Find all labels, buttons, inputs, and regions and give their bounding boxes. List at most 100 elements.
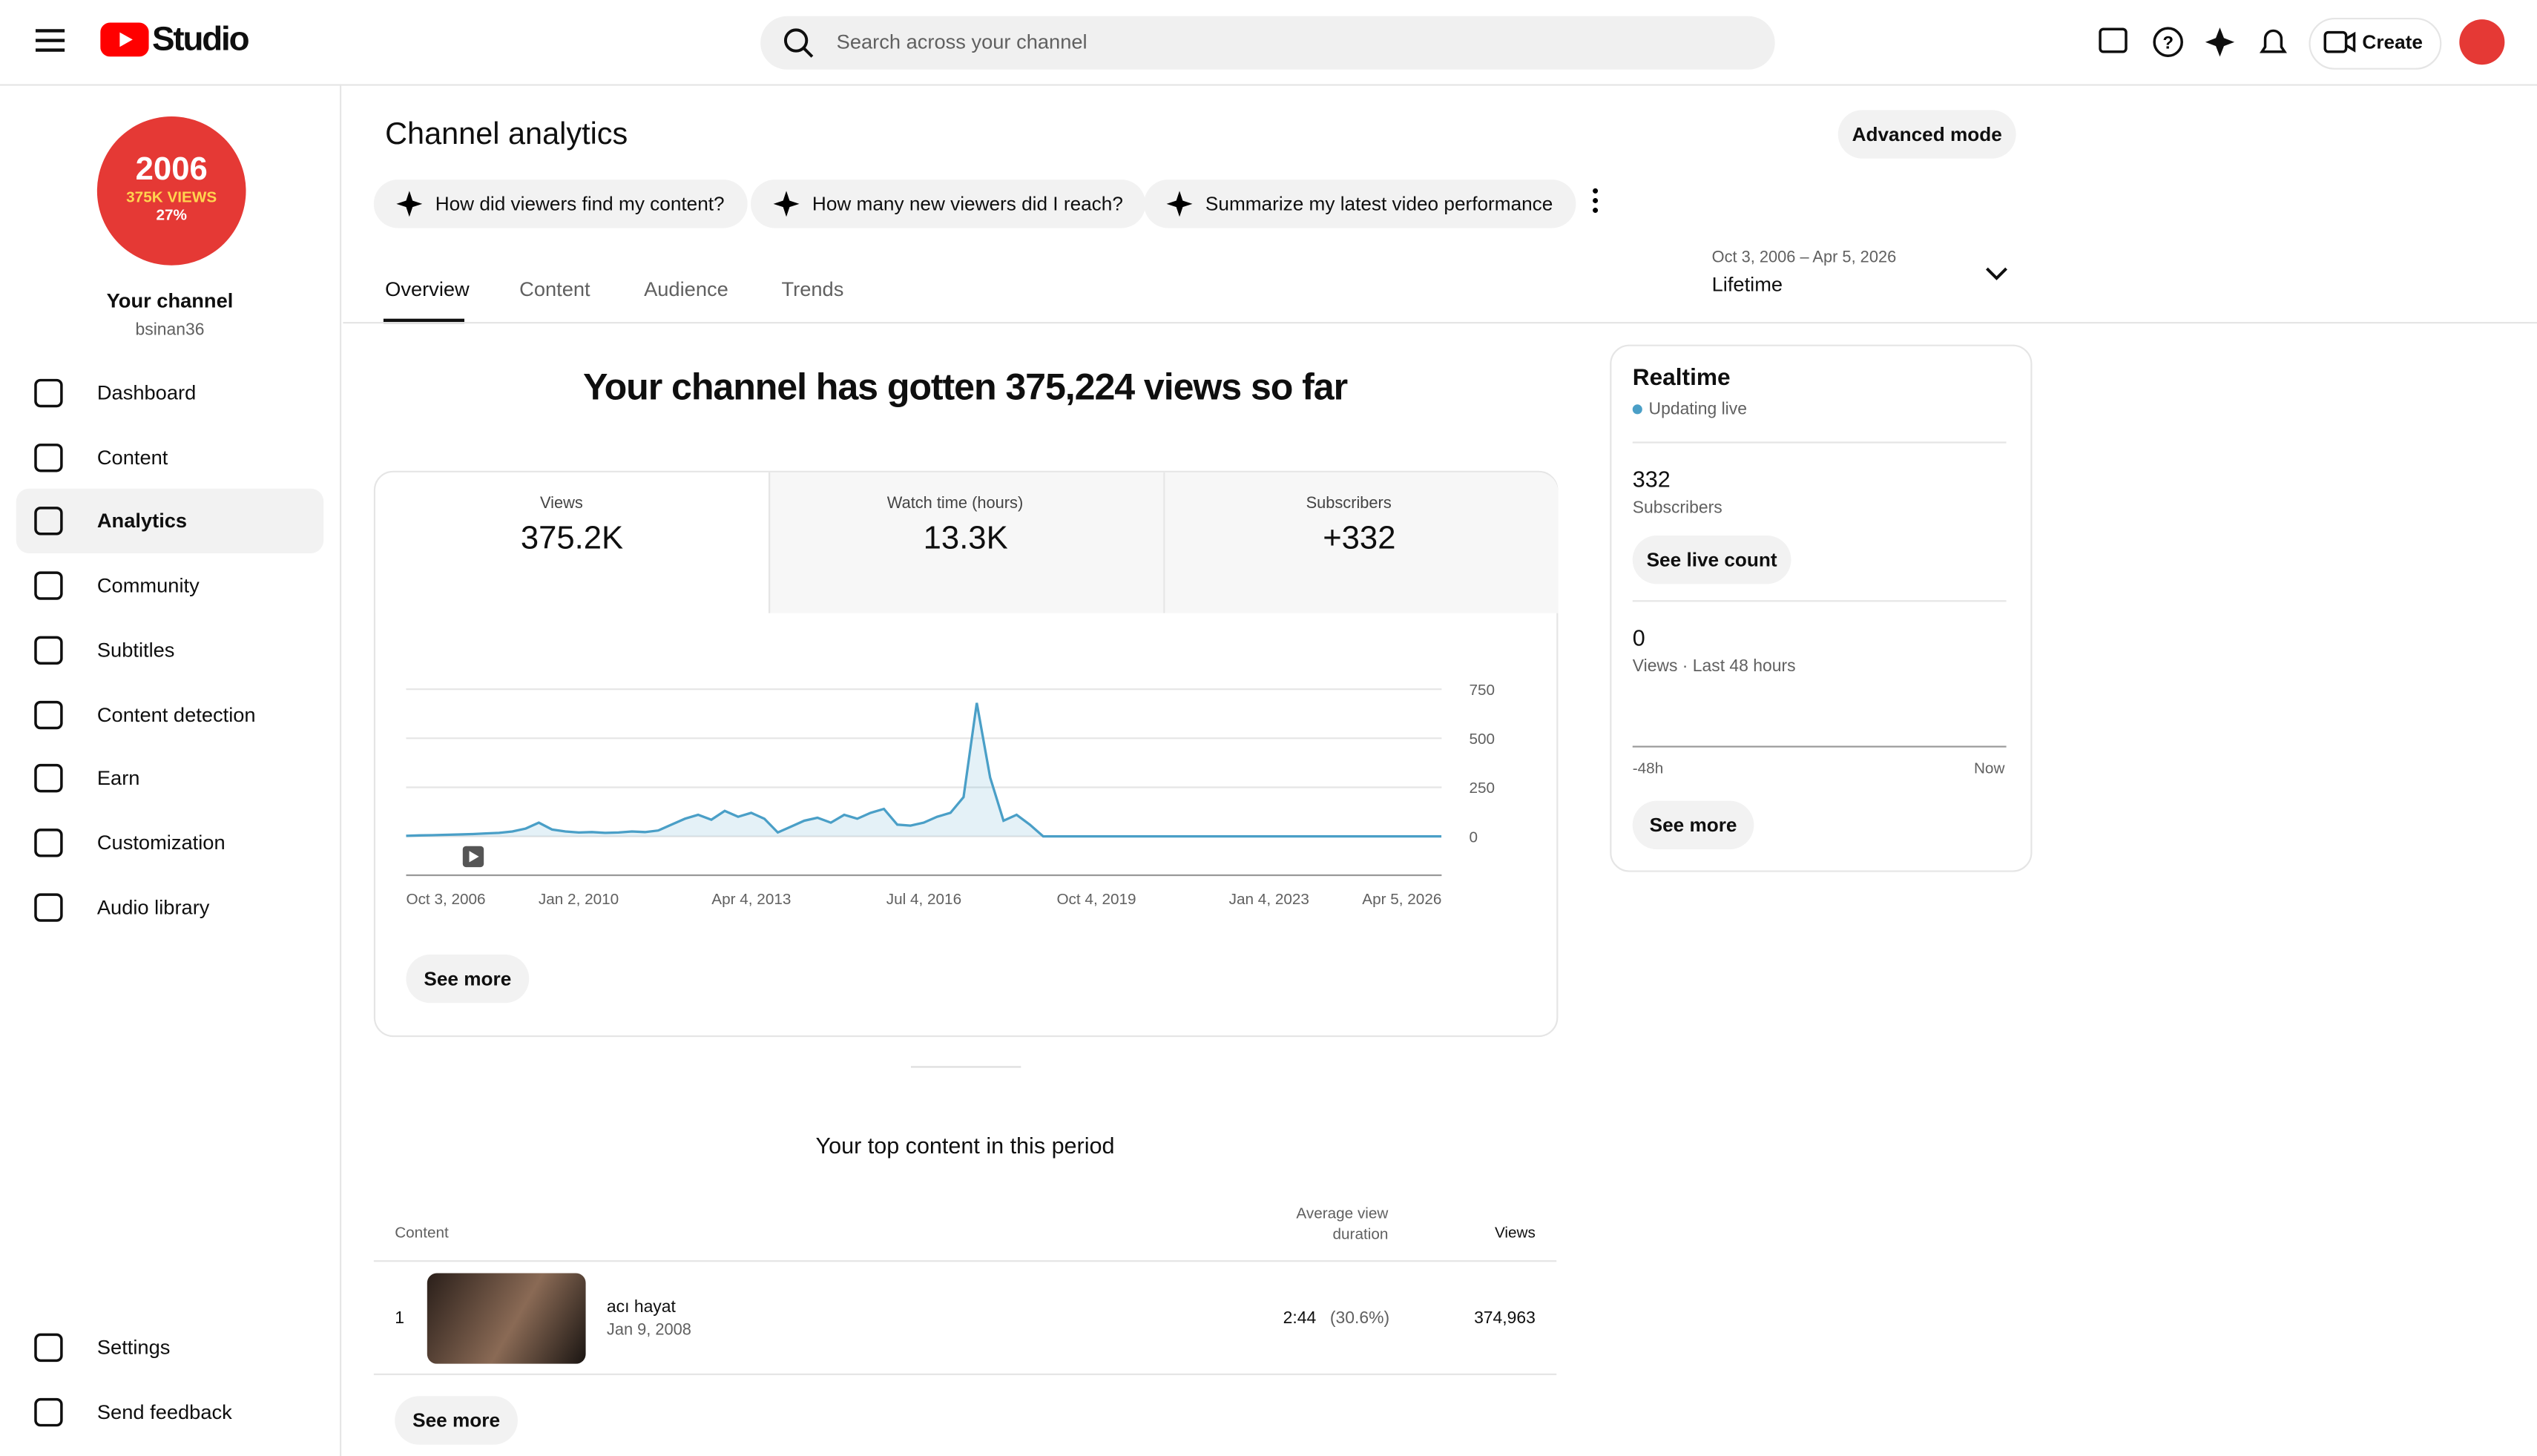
nav-item[interactable]: Customization [16,811,323,875]
views-chart: 0 250 500 750 Oct 3, 2006 Jan 2, 2010 Apr 4, 2… [406,682,1495,908]
headline: Your channel has gotten 375,224 views so… [582,365,1348,408]
avatar-views: 375K VIEWS [126,189,217,208]
top-bar [0,0,2537,86]
advanced-mode-button[interactable]: Advanced mode [1837,110,2016,159]
top-content-title: Your top content in this period [815,1132,1115,1159]
chip-label: Summarize my latest video performance [1205,192,1553,216]
realtime-see-more[interactable]: See more [1632,800,1754,850]
menu-button[interactable] [35,27,65,53]
svg-text:?: ? [2162,33,2174,53]
nav-icon [34,636,63,665]
nav-item[interactable]: Audio library [16,874,323,939]
video-marker-icon [469,851,479,863]
tab[interactable]: Trends [781,278,844,301]
video-title[interactable]: acı hayat [606,1297,676,1317]
top-content-see-more[interactable]: See more [395,1396,518,1445]
metric-tile[interactable] [375,472,769,613]
live-dot [1632,404,1642,415]
nav-item[interactable]: Content [16,425,323,490]
date-dropdown[interactable] [1985,266,2008,282]
nav-label: Subtitles [96,639,175,662]
nav-label: Analytics [96,510,188,533]
nav-item[interactable]: Community [16,553,323,618]
tab[interactable]: Overview [385,278,470,301]
rank: 1 [395,1308,404,1328]
nav-icon [34,1397,63,1427]
realtime-axis [1632,745,2007,748]
logo-text: Studio [152,21,250,59]
nav-item[interactable]: Settings [16,1315,323,1380]
realtime-card [1610,344,2033,872]
y-tick-label: 750 [1469,682,1495,699]
channel-handle: bsinan36 [135,320,205,340]
header-icons[interactable]: ? [2099,26,2299,59]
metric-name: Subscribers [1306,495,1392,513]
nav-label: Earn [96,767,140,790]
nav-label: Community [96,574,200,598]
nav-label: Send feedback [96,1400,232,1424]
nav-icon [34,378,63,408]
metric-tile[interactable] [769,472,1164,613]
video-views: 374,963 [1474,1308,1536,1328]
realtime-subscribers: 332 [1632,466,1671,493]
live-count-button[interactable]: See live count [1632,535,1791,584]
line [406,702,1441,838]
duration: 2:44 [1283,1308,1317,1328]
see-more-button[interactable]: See more [406,954,530,1004]
suggestion-chip[interactable]: Summarize my latest video performance [1144,179,1576,228]
tab[interactable]: Audience [644,278,728,301]
divider [373,1260,1557,1262]
area [406,702,1441,837]
nav-item[interactable]: Analytics [16,489,324,554]
date-range-label[interactable]: Lifetime [1711,273,1783,297]
spark-icon [1166,191,1193,217]
channel-avatar[interactable]: 2006 375K VIEWS 27% [96,116,246,266]
metric-name: Views [539,495,583,513]
nav-icon [34,1333,63,1363]
subscribers-label: Subscribers [1632,498,1722,518]
nav-label: Content detection [96,702,256,726]
spark-icon [396,191,423,217]
nav-item[interactable]: Earn [16,746,323,811]
more-button[interactable] [1590,188,1600,214]
nav-icon [34,764,63,793]
nav-label: Content [96,446,168,469]
tab[interactable]: Content [519,278,590,301]
nav-icon [34,828,63,857]
search-icon [783,28,814,58]
x-tick-label: Jul 4, 2016 [886,891,961,908]
axis-start: -48h [1632,760,1664,779]
create-button[interactable] [2309,17,2442,70]
views-label: Views · Last 48 hours [1632,656,1796,676]
sidebar-divider [340,84,342,1456]
nav-item[interactable]: Dashboard [16,360,323,425]
create-label: Create [2362,30,2423,53]
y-tick-label: 500 [1469,731,1495,748]
x-tick-label: Jan 2, 2010 [539,891,619,908]
suggestion-chip[interactable]: How did viewers find my content? [373,179,748,228]
nav-icon [34,571,63,600]
overview-card [373,470,1559,1038]
axis-end: Now [1973,760,2005,779]
x-tick-label: Jan 4, 2023 [1229,891,1309,908]
suggestion-chip[interactable]: How many new viewers did I reach? [751,179,1146,228]
thumbnail[interactable] [427,1273,586,1364]
nav-item[interactable]: Content detection [16,682,323,746]
nav-item[interactable]: Send feedback [16,1380,323,1444]
metric-value: 375.2K [520,521,624,557]
date-range: Oct 3, 2006 – Apr 5, 2026 [1711,248,1897,267]
metric-name: Watch time (hours) [886,495,1024,513]
metric-tile[interactable] [1162,472,1558,613]
search-box[interactable] [760,16,1775,70]
x-tick-label: Oct 3, 2006 [406,891,485,908]
nav-item[interactable]: Subtitles [16,618,323,682]
nav-label: Audio library [96,895,210,918]
account-avatar[interactable] [2459,19,2505,65]
y-tick-label: 250 [1469,780,1495,797]
realtime-status: Updating live [1648,399,1747,419]
column-header: Content [395,1225,449,1243]
avatar-year: 2006 [135,152,208,188]
realtime-title: Realtime [1632,365,1731,392]
